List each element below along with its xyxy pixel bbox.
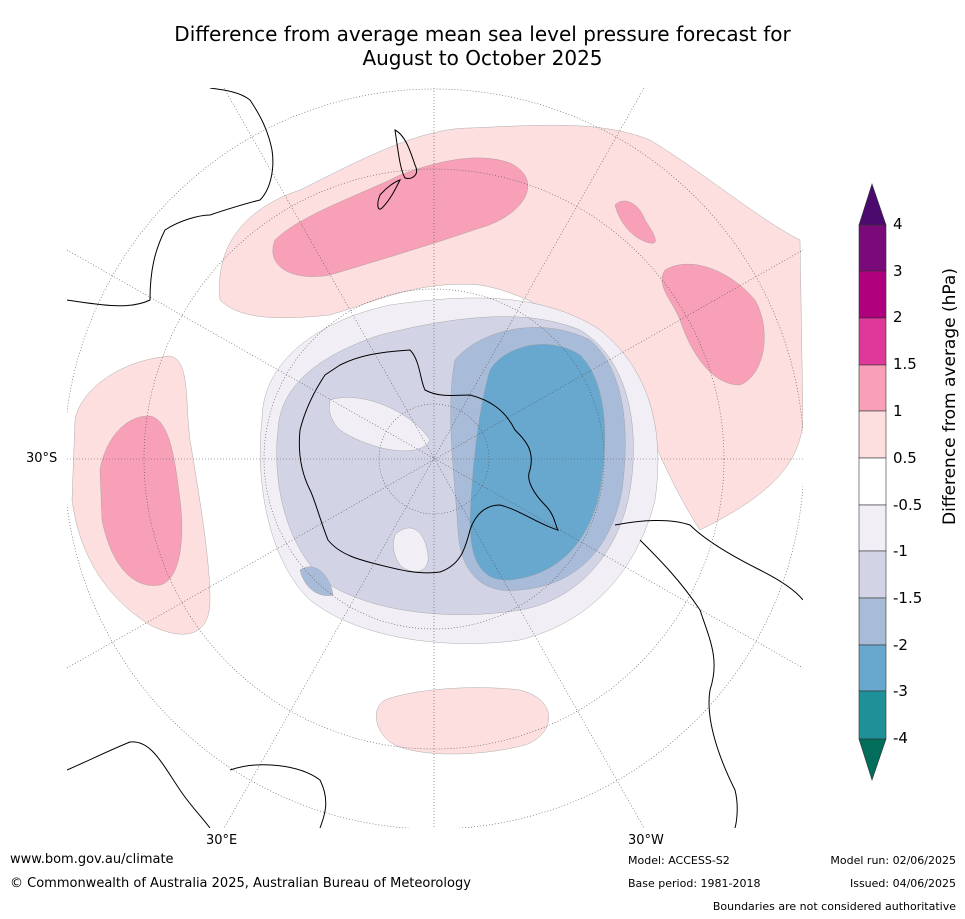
colorbar-title: Difference from average (hPa) — [940, 268, 960, 525]
colorbar-tick: 2 — [893, 308, 903, 326]
chart-title-line1: Difference from average mean sea level p… — [174, 22, 791, 46]
colorbar-tick: 1.5 — [893, 355, 917, 373]
negative-anomaly-inner-weak-2 — [393, 527, 429, 572]
colorbar-arrow-top — [858, 183, 887, 226]
colorbar-band-neutral — [858, 457, 887, 506]
colorbar-band-neg1.5-neg2 — [858, 597, 887, 646]
lon-label-30e: 30°E — [206, 833, 238, 848]
colorbar-band-neg0.5-neg1 — [858, 504, 887, 552]
positive-anomaly-core-indian — [99, 415, 182, 586]
footer-copyright: © Commonwealth of Australia 2025, Austra… — [10, 876, 471, 891]
colorbar-tick: 1 — [893, 402, 903, 420]
colorbar-tick: 4 — [893, 215, 903, 233]
colorbar — [858, 183, 887, 781]
colorbar-band-1-1.5 — [858, 364, 887, 412]
negative-anomaly-core — [469, 344, 606, 581]
footer-disclaimer: Boundaries are not considered authoritat… — [712, 900, 956, 913]
new-zealand-coastline — [377, 129, 418, 210]
lat-label-30s: 30°S — [26, 451, 58, 466]
footer-model: Model: ACCESS-S2 — [628, 854, 730, 867]
positive-anomaly-region-south — [376, 687, 549, 755]
colorbar-band-neg2-neg3 — [858, 644, 887, 692]
colorbar-tick: -2 — [893, 636, 908, 654]
positive-anomaly-core-small — [614, 200, 656, 244]
antarctica-coastline — [298, 349, 560, 574]
colorbar-band-1.5-2 — [858, 317, 887, 366]
negative-anomaly-small-cell — [299, 566, 334, 596]
positive-anomaly-core-east-pacific — [661, 263, 765, 386]
graticule — [67, 88, 803, 828]
colorbar-band-neg1-neg1.5 — [858, 550, 887, 599]
colorbar-arrow-bottom — [858, 738, 887, 781]
colorbar-band-2-3 — [858, 270, 887, 319]
colorbar-tick: 3 — [893, 262, 903, 280]
colorbar-tick: -0.5 — [893, 496, 923, 514]
chart-title-line2: August to October 2025 — [362, 46, 603, 70]
colorbar-tick: 0.5 — [893, 449, 917, 467]
positive-anomaly-core-tasman — [272, 157, 528, 277]
colorbar-band-0.5-1 — [858, 410, 887, 459]
footer-url[interactable]: www.bom.gov.au/climate — [10, 852, 174, 867]
colorbar-tick: -1.5 — [893, 589, 923, 607]
southern-africa-coastline — [67, 741, 327, 828]
negative-anomaly-inner-weak — [329, 397, 431, 452]
colorbar-band-neg3-neg4 — [858, 690, 887, 740]
footer-issued: Issued: 04/06/2025 — [849, 877, 956, 890]
footer-model-run: Model run: 02/06/2025 — [830, 854, 956, 867]
colorbar-tick: -4 — [893, 729, 908, 747]
footer-base-period: Base period: 1981-2018 — [628, 877, 761, 890]
colorbar-band-3-4 — [858, 224, 887, 272]
south-america-coastline — [614, 519, 803, 828]
colorbar-tick: -3 — [893, 682, 908, 700]
australia-coastline — [67, 88, 274, 307]
colorbar-tick: -1 — [893, 542, 908, 560]
lon-label-30w: 30°W — [628, 833, 664, 848]
